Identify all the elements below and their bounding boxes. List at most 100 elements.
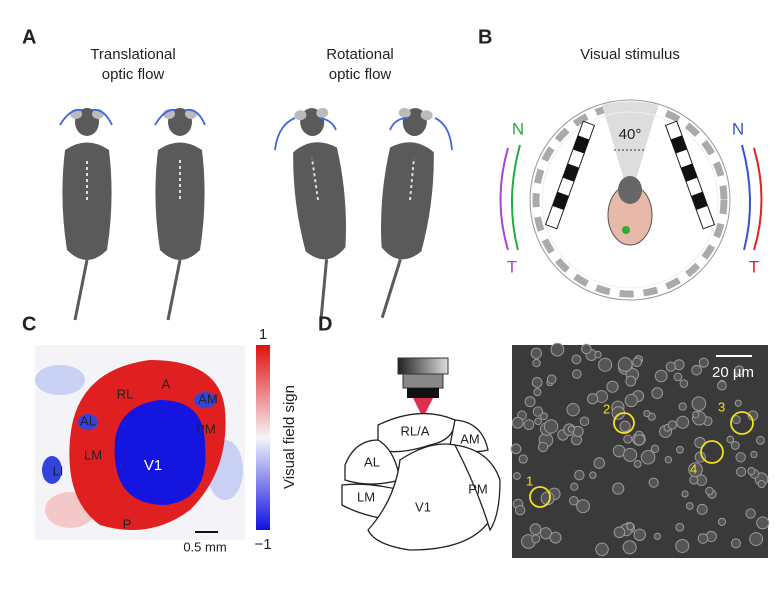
panel-label: A	[22, 26, 36, 48]
cell	[537, 441, 549, 453]
area-label: AL	[80, 413, 96, 428]
cell	[534, 417, 542, 426]
cell-label: 4	[690, 461, 697, 476]
area-label: V1	[144, 457, 162, 474]
colorbar	[256, 345, 270, 530]
cell	[691, 364, 702, 376]
cell	[623, 447, 638, 462]
colorbar-title: Visual field sign	[281, 385, 298, 489]
caption: Rotational	[326, 46, 394, 63]
cell	[633, 528, 646, 542]
area-label: A	[162, 376, 171, 391]
cell	[606, 380, 619, 393]
cell	[640, 449, 656, 465]
cell	[679, 379, 689, 388]
cell	[510, 443, 522, 455]
cell	[567, 425, 575, 433]
cell	[529, 523, 542, 536]
arrow-label: T	[507, 257, 517, 276]
cell	[675, 538, 690, 553]
panel-title: Visual stimulus	[580, 46, 680, 63]
scale-label: 20 µm	[712, 364, 754, 381]
area-label: V1	[415, 499, 431, 514]
cell	[643, 409, 651, 418]
cell	[745, 508, 756, 519]
cell	[543, 419, 559, 434]
cell	[524, 396, 536, 408]
cell	[653, 532, 661, 540]
cell	[667, 420, 678, 430]
cell-label: 3	[718, 399, 725, 414]
cell	[566, 403, 580, 417]
cell	[594, 350, 602, 359]
cell	[757, 479, 766, 489]
area-label: LM	[357, 489, 375, 504]
area-diagram	[341, 357, 501, 551]
cell	[750, 450, 758, 459]
micrograph	[510, 342, 770, 558]
cell	[617, 357, 633, 372]
cell	[589, 471, 597, 479]
cell	[665, 361, 676, 372]
area-label: AM	[198, 391, 218, 406]
field-sign-map	[35, 345, 245, 540]
cell	[532, 358, 541, 368]
cell	[678, 402, 687, 411]
arrow-label: N	[512, 119, 524, 138]
cell	[650, 444, 660, 454]
cell	[688, 462, 703, 477]
cell	[619, 420, 631, 432]
cell	[673, 372, 683, 382]
cell	[531, 534, 541, 544]
cell	[613, 526, 626, 539]
mouse-illustrations	[59, 104, 453, 324]
cell	[579, 416, 590, 427]
cell	[717, 380, 727, 391]
cell	[734, 399, 742, 407]
cell	[595, 542, 609, 557]
caption: Translational	[90, 46, 175, 63]
cell	[514, 504, 526, 516]
cell	[697, 533, 709, 544]
cell	[571, 354, 582, 365]
cell	[756, 435, 765, 445]
cell	[581, 343, 592, 355]
cell	[625, 375, 637, 387]
cell	[622, 540, 637, 555]
cell	[696, 503, 708, 515]
cell	[676, 445, 684, 454]
area-label: PM	[196, 421, 216, 436]
cell	[756, 516, 770, 530]
cell	[691, 396, 707, 412]
cell	[735, 452, 746, 463]
panel-label: D	[318, 313, 332, 335]
cell	[587, 393, 599, 405]
area-label: RL/A	[401, 423, 430, 438]
cell	[626, 522, 635, 531]
caption: optic flow	[102, 66, 165, 83]
cell	[523, 419, 535, 431]
cell	[681, 490, 689, 498]
cell	[513, 472, 521, 480]
area-label: RL	[117, 386, 134, 401]
cell	[530, 347, 542, 359]
cell	[717, 517, 727, 526]
cell	[633, 459, 642, 468]
cell	[730, 538, 741, 549]
cell	[531, 377, 543, 388]
area-label: LI	[53, 463, 64, 478]
cell	[730, 441, 740, 450]
caption: optic flow	[329, 66, 392, 83]
cell	[540, 412, 548, 421]
cell	[676, 415, 690, 429]
cell	[692, 410, 700, 419]
cell	[654, 369, 668, 383]
cell	[698, 357, 709, 368]
cell	[675, 522, 685, 532]
cell	[749, 532, 764, 546]
cell	[550, 342, 565, 357]
cell	[576, 499, 590, 514]
cell	[593, 457, 605, 469]
cell	[705, 486, 714, 496]
